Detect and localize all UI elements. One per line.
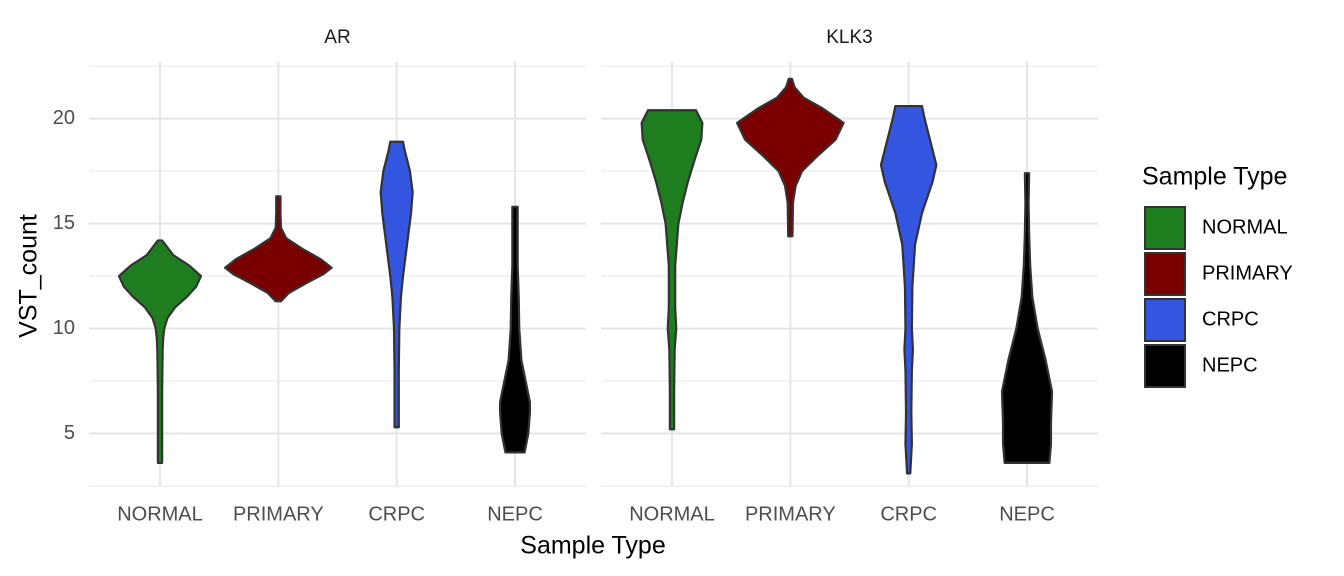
violin (879, 104, 938, 475)
violin (223, 195, 333, 303)
violin (379, 140, 414, 429)
panel-title: AR (324, 27, 350, 48)
legend-title: Sample Type (1142, 163, 1287, 191)
y-tick-label: 20 (53, 107, 75, 129)
violin (117, 239, 203, 465)
x-tick-label: NORMAL (629, 503, 715, 525)
legend-key-border (1144, 344, 1186, 388)
x-tick-label: CRPC (880, 503, 937, 525)
x-tick-label: NEPC (487, 503, 543, 525)
x-tick-label: PRIMARY (745, 503, 836, 525)
legend-key-border (1144, 206, 1186, 250)
violin (735, 77, 845, 238)
violin (640, 109, 704, 431)
legend-key (1143, 297, 1187, 343)
x-tick-label: CRPC (368, 503, 425, 525)
legend-label: CRPC (1202, 308, 1259, 330)
y-tick-label: 15 (53, 212, 75, 234)
x-tick-label: NORMAL (117, 503, 203, 525)
violin (1000, 172, 1054, 465)
x-tick-label: PRIMARY (233, 503, 324, 525)
legend-label: NORMAL (1202, 216, 1288, 238)
y-tick-label: 5 (64, 422, 75, 444)
legend-key (1143, 343, 1187, 389)
legend-key-border (1144, 298, 1186, 342)
legend-key (1143, 251, 1187, 297)
x-axis-label: Sample Type (520, 532, 665, 560)
legend-label: PRIMARY (1202, 262, 1293, 284)
x-tick-label: NEPC (999, 503, 1055, 525)
y-axis-label: VST_count (15, 214, 43, 338)
violin (498, 205, 532, 454)
legend-key (1143, 205, 1187, 251)
legend-label: NEPC (1202, 354, 1258, 376)
legend-key-border (1144, 252, 1186, 296)
panel-title: KLK3 (826, 27, 872, 48)
y-tick-label: 10 (53, 317, 75, 339)
